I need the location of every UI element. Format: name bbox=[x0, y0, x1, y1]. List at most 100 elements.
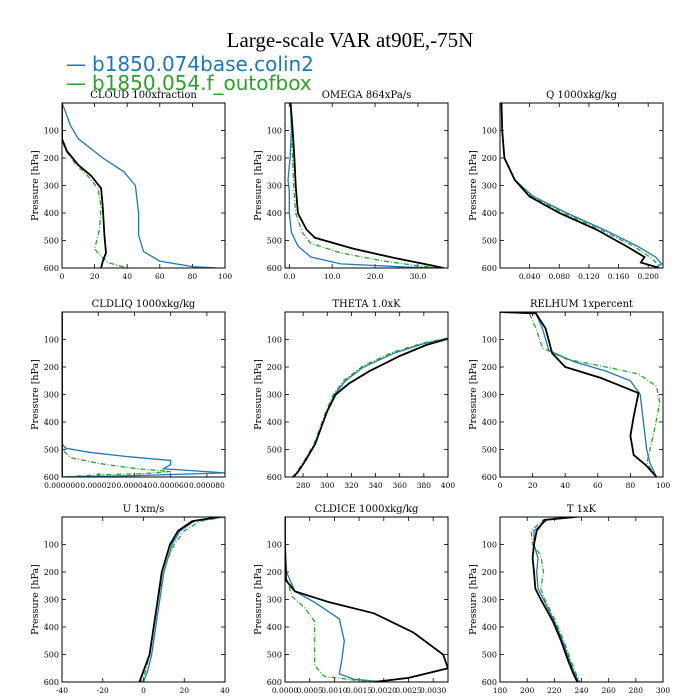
panel-8: CLDICE 1000xkg/kg Pressure [hPa] 100 200 300… bbox=[253, 504, 449, 695]
x-tick-label: 30.0 bbox=[410, 272, 427, 281]
y-tick-label: 200 bbox=[44, 363, 59, 372]
x-tick-label: 0 bbox=[498, 481, 503, 490]
y-tick-label: 500 bbox=[267, 237, 282, 246]
y-tick-label: 400 bbox=[482, 209, 497, 218]
x-tick-label: 20 bbox=[179, 686, 189, 695]
plot-frame bbox=[284, 311, 449, 478]
y-tick-label: 200 bbox=[482, 568, 497, 577]
x-tick-label: 0.000080 bbox=[189, 481, 225, 490]
series-line-2 bbox=[62, 312, 171, 477]
x-tick-label: 0.000060 bbox=[153, 481, 189, 490]
x-tick-label: 0.000040 bbox=[117, 481, 153, 490]
panel-title: CLDLIQ 1000xkg/kg bbox=[92, 299, 196, 310]
y-tick-label: 300 bbox=[482, 391, 497, 400]
series-line-2 bbox=[62, 103, 128, 268]
legend-swatch-1: — bbox=[66, 52, 86, 76]
series-line-1 bbox=[533, 517, 580, 682]
y-tick-label: 400 bbox=[44, 418, 59, 427]
x-tick-label: 280 bbox=[296, 481, 311, 490]
x-tick-label: 100 bbox=[656, 481, 671, 490]
y-tick-label: 600 bbox=[267, 678, 282, 687]
y-tick-label: 600 bbox=[482, 264, 497, 273]
y-tick-label: 400 bbox=[44, 623, 59, 632]
x-tick-label: 280 bbox=[629, 686, 644, 695]
y-tick-label: 400 bbox=[482, 418, 497, 427]
y-tick-label: 200 bbox=[44, 154, 59, 163]
x-tick-label: 0.160 bbox=[608, 272, 630, 281]
y-tick-label: 200 bbox=[267, 154, 282, 163]
plot-frame bbox=[499, 311, 664, 478]
series-line-2 bbox=[530, 517, 581, 682]
y-tick-label: 300 bbox=[44, 596, 59, 605]
plot-frame bbox=[499, 102, 664, 269]
x-tick-label: 20 bbox=[528, 481, 538, 490]
y-tick-label: 500 bbox=[482, 237, 497, 246]
y-tick-label: 200 bbox=[267, 568, 282, 577]
y-axis-label: Pressure [hPa] bbox=[253, 359, 264, 430]
y-tick-label: 300 bbox=[267, 596, 282, 605]
panel-title: U 1xm/s bbox=[123, 504, 165, 515]
x-tick-label: 200 bbox=[520, 686, 535, 695]
series-line-3 bbox=[500, 312, 658, 477]
panel-title: CLDICE 1000xkg/kg bbox=[315, 504, 419, 515]
y-tick-label: 500 bbox=[44, 237, 59, 246]
plot-frame bbox=[284, 102, 449, 269]
legend-entry-1: — b1850.074base.colin2 bbox=[66, 52, 314, 76]
x-tick-label: 0 bbox=[141, 686, 146, 695]
y-tick-label: 200 bbox=[482, 154, 497, 163]
legend-label-1: b1850.074base.colin2 bbox=[92, 52, 314, 76]
plot-frame bbox=[61, 516, 226, 683]
series-line-2 bbox=[140, 517, 225, 682]
x-tick-label: 400 bbox=[441, 481, 456, 490]
x-tick-label: 40 bbox=[122, 272, 132, 281]
y-tick-label: 600 bbox=[482, 473, 497, 482]
y-tick-label: 500 bbox=[482, 651, 497, 660]
y-tick-label: 100 bbox=[44, 541, 59, 550]
panel-4: CLDLIQ 1000xkg/kg Pressure [hPa] 100 200 300… bbox=[30, 299, 226, 490]
y-tick-label: 500 bbox=[482, 446, 497, 455]
x-tick-label: 0.0015 bbox=[346, 686, 372, 695]
series-line-3 bbox=[500, 103, 660, 268]
y-tick-label: 100 bbox=[267, 336, 282, 345]
plot-frame bbox=[284, 516, 449, 683]
y-tick-label: 100 bbox=[44, 127, 59, 136]
y-tick-label: 100 bbox=[44, 336, 59, 345]
y-tick-label: 300 bbox=[44, 182, 59, 191]
plot-frame bbox=[61, 311, 226, 478]
y-axis-label: Pressure [hPa] bbox=[468, 150, 479, 221]
x-tick-label: 340 bbox=[368, 481, 383, 490]
x-tick-label: 0.120 bbox=[578, 272, 600, 281]
x-tick-label: 0.000000 bbox=[44, 481, 80, 490]
x-tick-label: 360 bbox=[393, 481, 408, 490]
x-tick-label: 0.0010 bbox=[321, 686, 347, 695]
series-line-1 bbox=[142, 517, 224, 682]
y-tick-label: 600 bbox=[267, 264, 282, 273]
x-tick-label: -20 bbox=[97, 686, 109, 695]
panel-title: OMEGA 864xPa/s bbox=[322, 90, 412, 101]
series-line-1 bbox=[287, 103, 444, 268]
y-tick-label: 300 bbox=[267, 182, 282, 191]
x-tick-label: 0.0025 bbox=[395, 686, 421, 695]
y-axis-label: Pressure [hPa] bbox=[30, 150, 41, 221]
plot-frame bbox=[61, 102, 226, 269]
x-tick-label: 0.0005 bbox=[297, 686, 323, 695]
y-tick-label: 300 bbox=[44, 391, 59, 400]
panel-5: THETA 1.0xK Pressure [hPa] 100 200 300 400 500… bbox=[253, 299, 455, 490]
panel-3: Q 1000xkg/kg Pressure [hPa] 100 200 300 400 50… bbox=[468, 90, 664, 281]
x-tick-label: 0.080 bbox=[549, 272, 571, 281]
y-tick-label: 400 bbox=[267, 418, 282, 427]
y-axis-label: Pressure [hPa] bbox=[253, 564, 264, 635]
x-tick-label: 0.200 bbox=[637, 272, 659, 281]
y-tick-label: 500 bbox=[44, 651, 59, 660]
series-line-3 bbox=[292, 337, 448, 477]
x-tick-label: 180 bbox=[493, 686, 508, 695]
x-tick-label: 60 bbox=[593, 481, 603, 490]
x-tick-label: 300 bbox=[656, 686, 671, 695]
y-tick-label: 300 bbox=[482, 182, 497, 191]
x-tick-label: 80 bbox=[626, 481, 636, 490]
x-tick-label: 40 bbox=[220, 686, 230, 695]
y-tick-label: 500 bbox=[267, 651, 282, 660]
series-line-1 bbox=[62, 312, 225, 477]
